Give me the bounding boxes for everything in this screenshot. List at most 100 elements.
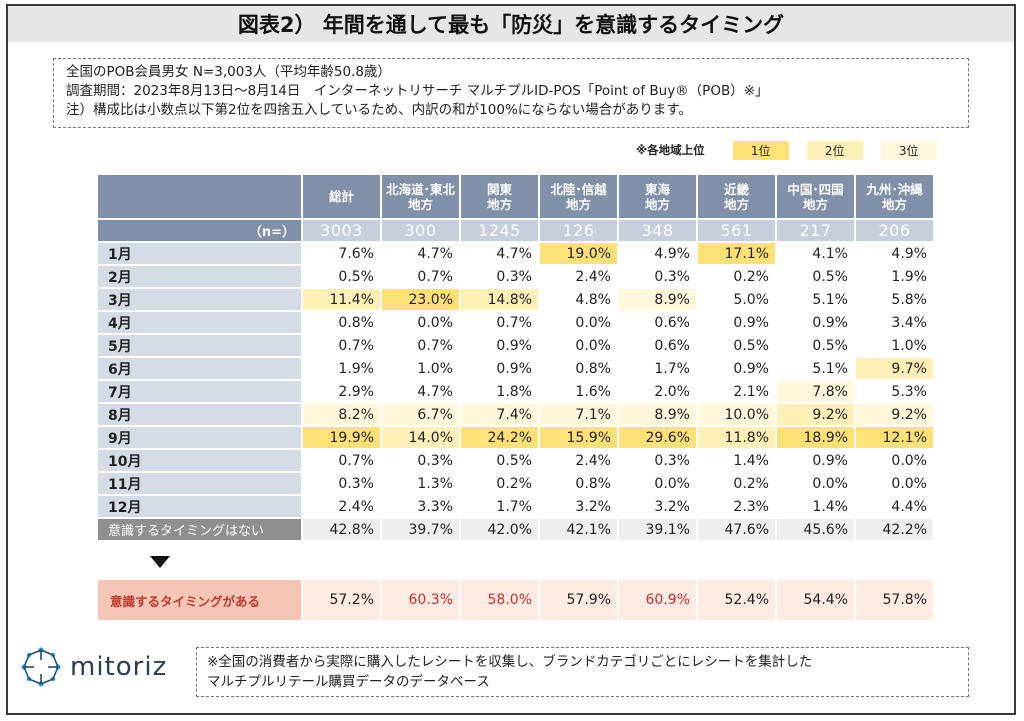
has-timing-label: 意識するタイミングがある (98, 580, 301, 620)
month-label: 10月 (98, 450, 301, 471)
percent-cell: 0.9% (496, 337, 532, 354)
percent-cell: 1.0% (417, 360, 453, 377)
sample-size-value: 126 (540, 220, 617, 241)
percent-cell: 0.6% (654, 314, 690, 331)
percent-cell: 19.9% (303, 427, 380, 448)
month-label: 1月 (98, 243, 301, 264)
month-label: 12月 (98, 496, 301, 517)
column-header-line: 中国･四国 (787, 181, 844, 197)
percent-cell: 9.2% (777, 404, 854, 425)
table-row: 7月 2.9% 4.7% 1.8% 1.6% 2.0% 2.1% 7.8% 5.3% (98, 381, 933, 402)
percent-cell: 0.7% (417, 337, 453, 354)
percent-cell: 0.2% (496, 475, 532, 492)
column-header-line: 地方 (723, 196, 749, 212)
percent-cell: 2.3% (733, 498, 769, 515)
month-label: 6月 (98, 358, 301, 379)
legend-rank2: 2位 (806, 140, 863, 160)
column-header: 北海道･東北 地方 (382, 175, 459, 218)
table-row: 11月 0.3% 1.3% 0.2% 0.8% 0.0% 0.2% 0.0% 0.0% (98, 473, 933, 494)
percent-cell: 0.2% (733, 268, 769, 285)
percent-cell: 7.6% (338, 245, 374, 262)
footer-line: ※全国の消費者から実際に購入したレシートを収集し、ブランドカテゴリごとにレシート… (207, 654, 813, 670)
percent-cell: 3.2% (654, 498, 690, 515)
column-header-line: 関東 (486, 181, 512, 197)
percent-cell: 0.9% (812, 314, 848, 331)
sample-size-value: 206 (856, 220, 933, 241)
header-corner (98, 175, 301, 218)
percent-cell: 39.7% (382, 519, 459, 540)
month-label: 8月 (98, 404, 301, 425)
percent-cell: 3.2% (575, 498, 611, 515)
table-row: 12月 2.4% 3.3% 1.7% 3.2% 3.2% 2.3% 1.4% 4.4% (98, 496, 933, 517)
note-line: 注）構成比は小数点以下第2位を四捨五入しているため、内訳の和が100%にならない… (66, 102, 692, 118)
percent-cell: 1.4% (733, 452, 769, 469)
sample-size-value: 300 (382, 220, 459, 241)
percent-cell: 17.1% (698, 243, 775, 264)
percent-cell: 4.9% (654, 245, 690, 262)
percent-cell: 4.7% (496, 245, 532, 262)
percent-cell: 0.9% (733, 360, 769, 377)
percent-cell: 4.1% (812, 245, 848, 262)
percent-cell: 42.1% (540, 519, 617, 540)
table-row: 1月 7.6% 4.7% 4.7% 19.0% 4.9% 17.1% 4.1% 4.9% (98, 243, 933, 264)
table-row: 2月 0.5% 0.7% 0.3% 2.4% 0.3% 0.2% 0.5% 1.9% (98, 266, 933, 287)
percent-cell: 8.9% (619, 404, 696, 425)
month-label: 2月 (98, 266, 301, 287)
percent-cell: 60.9% (619, 580, 696, 620)
percent-cell: 4.7% (417, 383, 453, 400)
percent-cell: 0.5% (496, 452, 532, 469)
no-timing-label: 意識するタイミングはない (98, 519, 301, 540)
column-header: 九州･沖縄 地方 (856, 175, 933, 218)
percent-cell: 0.3% (496, 268, 532, 285)
percent-cell: 60.3% (382, 580, 459, 620)
rank-legend: ※各地域上位 1位 2位 3位 (636, 140, 937, 160)
percent-cell: 1.7% (654, 360, 690, 377)
percent-cell: 2.9% (338, 383, 374, 400)
month-label: 4月 (98, 312, 301, 333)
column-header-line: 北海道･東北 (386, 181, 455, 197)
percent-cell: 0.3% (654, 268, 690, 285)
data-table: 総計 北海道･東北 地方 関東 地方 北陸･信越 地方 東海 地方 近畿 地方 中国･四国 地方 九州･沖… (96, 173, 935, 542)
percent-cell: 5.8% (891, 291, 927, 308)
column-header-line: 地方 (802, 196, 828, 212)
percent-cell: 18.9% (777, 427, 854, 448)
column-header: 東海 地方 (619, 175, 696, 218)
percent-cell: 29.6% (619, 427, 696, 448)
percent-cell: 5.1% (812, 360, 848, 377)
percent-cell: 19.0% (540, 243, 617, 264)
percent-cell: 58.0% (461, 580, 538, 620)
percent-cell: 12.1% (856, 427, 933, 448)
percent-cell: 0.9% (812, 452, 848, 469)
column-header-line: 東海 (644, 181, 670, 197)
table-row: 4月 0.8% 0.0% 0.7% 0.0% 0.6% 0.9% 0.9% 3.4% (98, 312, 933, 333)
percent-cell: 11.4% (303, 289, 380, 310)
percent-cell: 5.1% (812, 291, 848, 308)
no-timing-row: 意識するタイミングはない 42.8% 39.7% 42.0% 42.1% 39.1% 47.… (98, 519, 933, 540)
month-label: 11月 (98, 473, 301, 494)
column-header-line: 北陸･信越 (550, 181, 607, 197)
percent-cell: 0.3% (417, 452, 453, 469)
survey-notes: 全国のPOB会員男女 N=3,003人（平均年齢50.8歳） 調査期間：2023… (53, 58, 969, 128)
percent-cell: 42.8% (303, 519, 380, 540)
percent-cell: 0.5% (812, 268, 848, 285)
percent-cell: 1.9% (891, 268, 927, 285)
sample-size-value: 348 (619, 220, 696, 241)
percent-cell: 0.0% (891, 452, 927, 469)
percent-cell: 4.8% (575, 291, 611, 308)
percent-cell: 9.2% (856, 404, 933, 425)
percent-cell: 5.0% (733, 291, 769, 308)
legend-title: ※各地域上位 (636, 143, 705, 157)
percent-cell: 57.2% (303, 580, 380, 620)
column-header: 北陸･信越 地方 (540, 175, 617, 218)
percent-cell: 42.0% (461, 519, 538, 540)
percent-cell: 0.5% (733, 337, 769, 354)
down-arrow-icon (150, 556, 170, 568)
month-label: 9月 (98, 427, 301, 448)
percent-cell: 1.6% (575, 383, 611, 400)
has-timing-row: 意識するタイミングがある 57.2% 60.3% 58.0% 57.9% 60.9% 52.… (98, 580, 933, 620)
percent-cell: 2.1% (733, 383, 769, 400)
percent-cell: 1.4% (812, 498, 848, 515)
percent-cell: 0.8% (575, 475, 611, 492)
sample-size-value: 561 (698, 220, 775, 241)
column-header: 総計 (303, 175, 380, 218)
